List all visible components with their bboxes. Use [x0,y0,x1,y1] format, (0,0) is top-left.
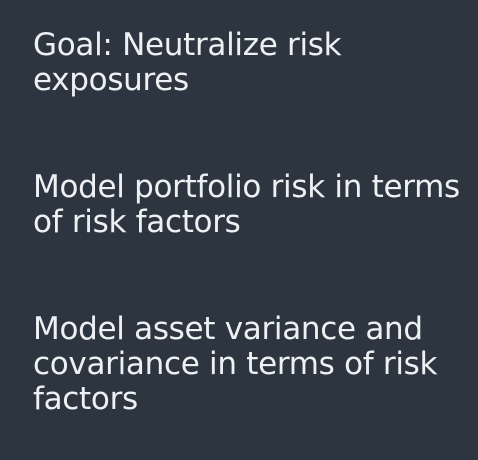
point-neutralize-risk: Goal: Neutralize risk exposures [33,27,342,98]
point-model-asset-variance: Model asset variance and covariance in t… [33,311,438,417]
point-model-portfolio-risk: Model portfolio risk in terms of risk fa… [33,169,460,240]
